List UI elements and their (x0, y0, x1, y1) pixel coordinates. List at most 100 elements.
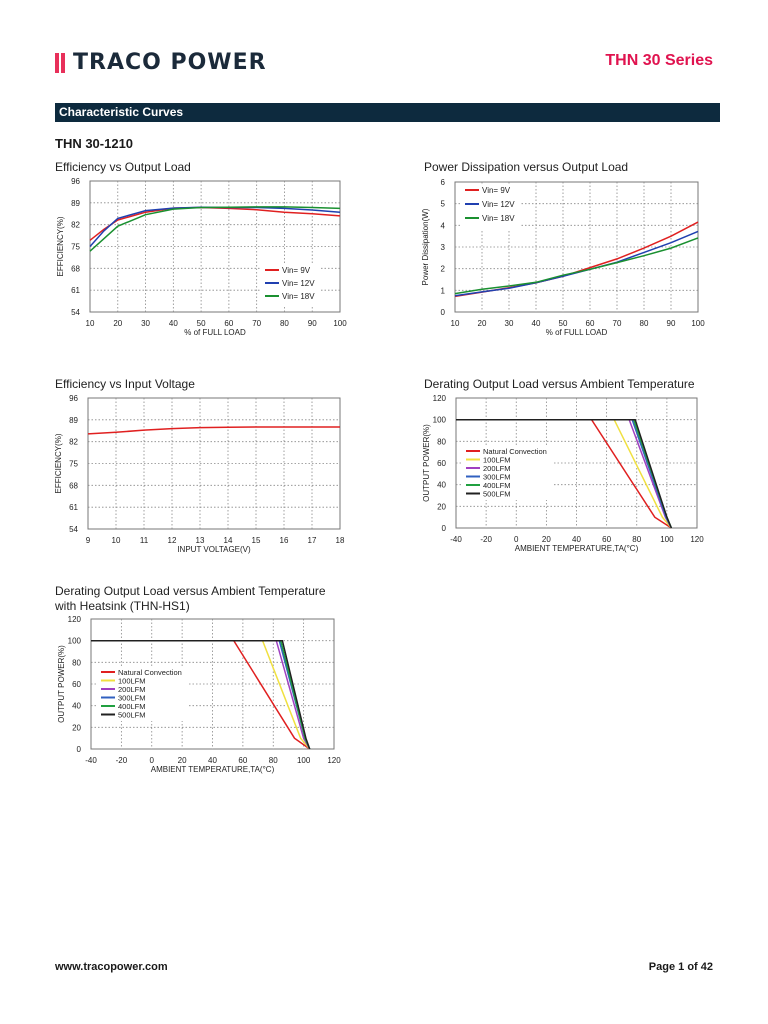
x-tick-label: 10 (86, 319, 95, 328)
chart-subtitle: with Heatsink (THN-HS1) (55, 599, 190, 613)
x-tick-label: 13 (196, 536, 205, 545)
legend-label: Vin= 12V (282, 279, 315, 288)
series-line (91, 639, 311, 750)
x-tick-label: 11 (140, 536, 149, 545)
x-tick-label: 12 (168, 536, 177, 545)
y-tick-label: 20 (437, 502, 446, 511)
y-tick-label: 60 (72, 680, 81, 689)
x-tick-label: 0 (150, 756, 155, 765)
x-tick-label: 10 (451, 319, 460, 328)
legend-background (261, 264, 321, 307)
legend-label: 300LFM (118, 694, 146, 703)
x-tick-label: 100 (333, 319, 347, 328)
x-tick-label: 40 (572, 535, 581, 544)
legend-label: 200LFM (483, 464, 511, 473)
y-tick-label: 96 (69, 394, 78, 403)
y-tick-label: 89 (69, 416, 78, 425)
legend-label: Vin= 12V (482, 200, 515, 209)
y-tick-label: 96 (71, 177, 80, 186)
y-tick-label: 100 (433, 416, 447, 425)
chart-title: Derating Output Load versus Ambient Temp… (424, 377, 695, 391)
y-tick-label: 120 (433, 394, 447, 403)
logo-mark-icon (61, 53, 65, 73)
chart-title: Efficiency vs Output Load (55, 160, 191, 174)
chart-3: -40 -20 0 20 40 60 80 100 120 0 20 40 60 80 100 120 AMBI… (422, 394, 704, 553)
x-tick-label: 60 (238, 756, 247, 765)
legend-background (97, 666, 189, 721)
x-tick-label: 60 (602, 535, 611, 544)
legend-label: 100LFM (118, 677, 146, 686)
x-tick-label: 16 (280, 536, 289, 545)
y-tick-label: 0 (442, 524, 447, 533)
section-header: Characteristic Curves (55, 103, 720, 122)
logo-mark-icon (55, 53, 59, 73)
page-number: Page 1 of 42 (648, 961, 713, 973)
y-tick-label: 89 (71, 199, 80, 208)
legend-label: 200LFM (118, 685, 146, 694)
x-tick-label: 20 (113, 319, 122, 328)
y-tick-label: 4 (441, 221, 446, 230)
legend-label: Vin= 18V (282, 292, 315, 301)
x-tick-label: 120 (690, 535, 704, 544)
x-tick-label: 15 (252, 536, 261, 545)
x-tick-label: 20 (178, 756, 187, 765)
x-tick-label: 100 (297, 756, 311, 765)
x-tick-label: 70 (613, 319, 622, 328)
x-axis-label: INPUT VOLTAGE(V) (177, 545, 251, 554)
y-axis-label: OUTPUT POWER(%) (57, 645, 66, 723)
y-tick-label: 80 (72, 658, 81, 667)
x-tick-label: 70 (252, 319, 261, 328)
legend-label: Vin= 18V (482, 214, 515, 223)
chart-2: 9 10 11 12 13 14 15 16 17 18 54 61 68 75 82 89 96 INPUT V… (54, 394, 345, 554)
x-tick-label: 40 (532, 319, 541, 328)
x-tick-label: 17 (308, 536, 317, 545)
x-tick-label: 90 (308, 319, 317, 328)
legend-label: 100LFM (483, 456, 511, 465)
footer-url-link[interactable]: www.tracopower.com (55, 961, 168, 973)
chart-title: Derating Output Load versus Ambient Temp… (55, 584, 326, 598)
y-tick-label: 61 (69, 503, 78, 512)
series-line (454, 237, 699, 295)
chart-title: Efficiency vs Input Voltage (55, 377, 195, 391)
traco-power-logo: TRACO POWER (55, 52, 267, 74)
x-tick-label: -20 (480, 535, 492, 544)
y-tick-label: 54 (69, 525, 78, 534)
chart-4: -40 -20 0 20 40 60 80 100 120 0 20 40 60 80 100 120 AMBI… (57, 615, 341, 774)
y-tick-label: 68 (69, 481, 78, 490)
x-tick-label: -40 (85, 756, 97, 765)
x-tick-label: 18 (336, 536, 345, 545)
x-tick-label: -40 (450, 535, 462, 544)
legend-label: Natural Convection (483, 447, 547, 456)
legend-label: 400LFM (118, 702, 146, 711)
x-tick-label: 50 (197, 319, 206, 328)
x-tick-label: 60 (224, 319, 233, 328)
x-tick-label: 90 (667, 319, 676, 328)
x-tick-label: 120 (327, 756, 341, 765)
x-tick-label: 30 (141, 319, 150, 328)
series-title: THN 30 Series (605, 52, 713, 69)
x-tick-label: -20 (116, 756, 128, 765)
legend-label: Vin= 9V (282, 266, 311, 275)
x-tick-label: 100 (660, 535, 674, 544)
x-tick-label: 60 (586, 319, 595, 328)
chart-1: 10 20 30 40 50 60 70 80 90 100 0 1 2 3 4 5 6 % of FULL LO… (421, 178, 705, 337)
y-tick-label: 54 (71, 308, 80, 317)
y-tick-label: 40 (437, 481, 446, 490)
y-tick-label: 1 (441, 286, 446, 295)
x-axis-label: AMBIENT TEMPERATURE,TA(°C) (151, 765, 275, 774)
y-axis-label: Power Dissipation(W) (421, 208, 430, 285)
x-axis-label: % of FULL LOAD (546, 328, 608, 337)
y-axis-label: EFFICIENCY(%) (56, 216, 65, 276)
y-tick-label: 40 (72, 702, 81, 711)
x-tick-label: 100 (691, 319, 705, 328)
y-tick-label: 0 (77, 745, 82, 754)
y-axis-label: EFFICIENCY(%) (54, 433, 63, 493)
legend-label: 500LFM (483, 490, 511, 499)
y-tick-label: 75 (69, 460, 78, 469)
legend-label: 400LFM (483, 481, 511, 490)
series-line (456, 418, 673, 529)
x-tick-label: 20 (478, 319, 487, 328)
y-tick-label: 3 (441, 243, 446, 252)
